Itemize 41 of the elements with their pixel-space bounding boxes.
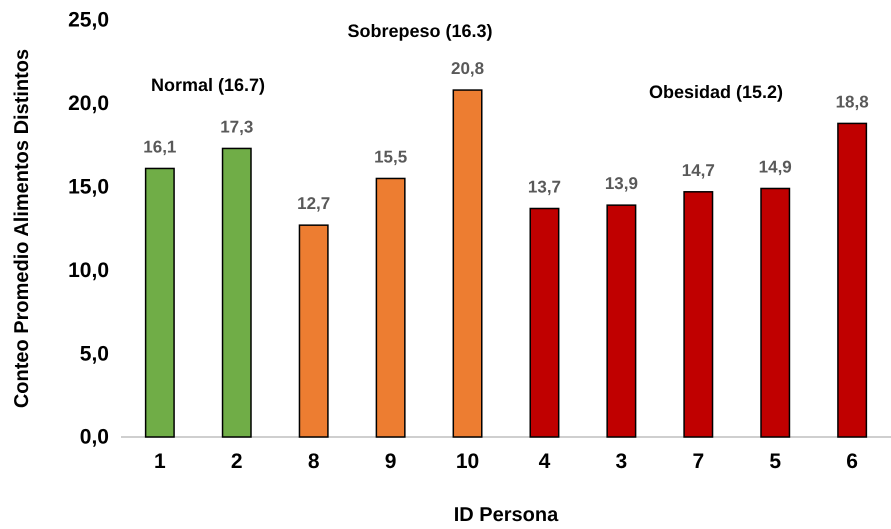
x-tick-label: 9	[384, 450, 396, 473]
x-tick-label: 8	[308, 450, 320, 473]
data-label: 13,9	[604, 174, 638, 194]
bar	[298, 224, 329, 438]
bar	[683, 191, 714, 438]
data-label: 15,5	[374, 147, 408, 166]
x-tick-label: 6	[846, 450, 858, 473]
x-tick-label: 4	[538, 450, 551, 473]
y-tick-label: 5,0	[80, 342, 109, 366]
y-tick-label: 0,0	[80, 426, 109, 449]
y-tick-label: 10,0	[68, 258, 109, 282]
data-label: 14,7	[682, 160, 715, 180]
x-tick-label: 2	[230, 450, 243, 473]
y-tick-label: 20,0	[68, 92, 109, 116]
annotation: Obesidad (15.2)	[648, 82, 784, 102]
data-label: 12,7	[297, 194, 330, 214]
x-axis-title: ID Persona	[454, 504, 560, 526]
bar	[376, 178, 406, 438]
x-tick-label: 1	[154, 450, 166, 473]
data-label: 14,9	[758, 157, 792, 176]
bar	[606, 204, 636, 438]
x-tick-label: 3	[616, 450, 628, 473]
annotation: Normal (16.7)	[150, 74, 266, 95]
y-tick-label: 25,0	[68, 8, 109, 32]
annotation: Sobrepeso (16.3)	[347, 20, 493, 41]
bar	[529, 208, 560, 438]
data-label: 13,7	[528, 177, 562, 196]
y-axis-title: Conteo Promedio Alimentos Distintos	[11, 48, 33, 408]
bar	[452, 89, 483, 438]
data-label: 16,1	[143, 137, 176, 156]
bar	[760, 188, 790, 438]
bar	[144, 168, 175, 438]
data-label: 18,8	[836, 92, 869, 112]
x-tick-label: 10	[456, 450, 480, 473]
bar	[222, 148, 252, 438]
y-tick-label: 15,0	[68, 176, 109, 199]
data-label: 17,3	[220, 117, 254, 136]
data-label: 20,8	[450, 59, 484, 78]
x-tick-label: 5	[769, 450, 782, 473]
bar	[837, 122, 868, 438]
x-tick-label: 7	[692, 450, 704, 473]
